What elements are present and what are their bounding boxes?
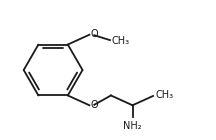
Text: CH₃: CH₃	[112, 36, 130, 46]
Text: NH₂: NH₂	[123, 121, 142, 131]
Text: O: O	[90, 100, 98, 110]
Text: O: O	[90, 29, 98, 39]
Text: CH₃: CH₃	[155, 90, 173, 101]
